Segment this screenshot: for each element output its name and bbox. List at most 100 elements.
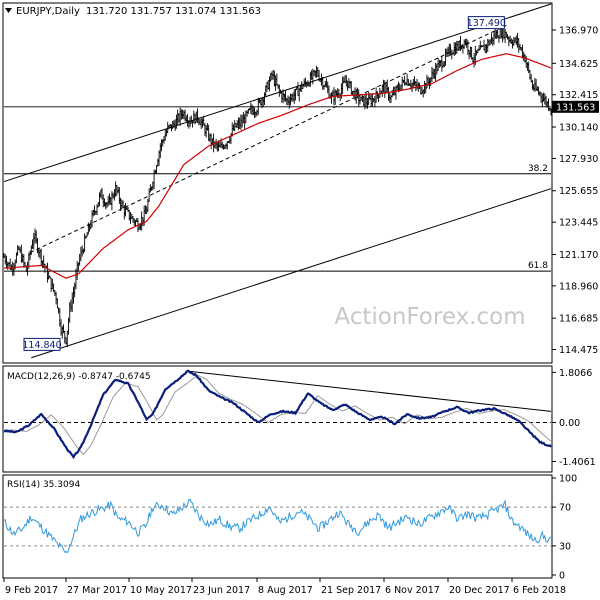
price-bar [291,92,295,102]
price-bar [485,44,488,54]
dropdown-arrow-icon [5,8,12,13]
price-bar [90,210,94,228]
price-bar [468,50,471,60]
channel-mid-dashed-line [29,24,507,254]
price-bar [375,87,378,103]
price-bar [479,40,482,50]
price-bar [105,202,109,208]
price-bar [267,79,270,90]
price-bar [83,233,86,252]
price-bar [370,94,373,108]
price-bar [453,42,456,57]
price-axis: 136.970 134.625 132.415 130.140 127.930 125.6… [552,25,599,356]
macd-title: MACD(12,26,9) -0.8747 -0.6745 [7,372,151,382]
price-callout-box [467,16,505,30]
fib-level-label: 61.8 [528,261,548,271]
price-bar [224,143,228,149]
price-bar [486,38,489,52]
price-bar [165,129,168,137]
price-bar [88,224,91,232]
macd-panel-frame [2,365,553,473]
price-bar [93,205,96,216]
price-bar [216,142,219,152]
price-bar [348,80,352,89]
price-bar [294,88,297,101]
price-bar [469,46,472,58]
time-axis-label: 27 Mar 2017 [67,585,127,596]
price-bar [515,35,518,46]
time-axis-label: 10 May 2017 [130,585,192,596]
macd-axis: 1.8066 0.00 -1.4061 [552,368,596,468]
macd-axis-label: 1.8066 [559,368,592,379]
price-bar [516,32,519,48]
current-price-box [552,100,599,113]
price-bar [414,80,417,92]
price-bar [335,90,338,96]
price-bar [130,213,133,220]
price-callout-label: 137.490 [467,18,506,29]
price-bar [487,39,491,47]
price-bar [425,74,429,89]
price-bar [121,200,125,209]
price-bar [441,61,445,68]
price-bar [250,104,254,116]
price-bar [149,184,152,193]
price-bar [531,79,534,90]
price-bar [491,37,494,46]
price-bar [159,143,162,159]
price-bar [472,53,476,68]
price-bar [463,39,466,49]
price-bar [237,117,240,130]
current-price-label: 131.563 [556,102,595,113]
price-bar [272,69,275,80]
price-bar [57,307,60,314]
price-bar [40,248,43,266]
price-bar [489,39,492,45]
price-bar [185,115,188,122]
price-bar [387,86,390,101]
time-axis-label: 21 Sep 2017 [321,585,381,596]
price-bar [455,40,458,54]
rsi-axis: 100 70 30 0 [552,474,577,582]
price-bar [186,114,189,127]
price-bar [308,82,311,88]
time-axis: 9 Feb 2017 27 Mar 2017 10 May 2017 23 Jun 2… [3,578,566,596]
price-bar [53,290,56,296]
price-bar [210,133,213,150]
price-bar [69,299,73,312]
price-bar [423,80,426,95]
price-bar [254,111,257,118]
price-bar [110,191,114,211]
price-bar [156,158,159,167]
price-axis-label: 130.140 [559,123,598,134]
price-bar [66,330,69,348]
price-bar [35,230,38,244]
price-bar [76,261,79,280]
price-bar [378,87,381,98]
price-bar [182,110,185,120]
price-bar [396,84,399,91]
price-bar [518,43,522,50]
price-bar [532,83,535,91]
price-bar [262,97,265,107]
price-bar [413,76,416,86]
price-bar [102,194,105,208]
price-bar [238,117,241,129]
price-bar [112,192,115,199]
price-bar [286,95,290,106]
price-bar [365,93,368,108]
price-bar [304,77,307,87]
price-bar [303,78,306,88]
rsi-title: RSI(14) 35.3094 [7,480,80,490]
price-bar [103,198,106,207]
price-bar [21,253,24,263]
time-axis-label: 9 Feb 2017 [5,585,58,596]
macd-axis-label: 0.00 [559,418,580,429]
channel-lower-line [31,188,552,359]
price-bar [278,84,281,97]
price-bar [191,120,194,128]
price-bar [371,93,374,107]
price-bar [79,247,83,262]
price-bar [33,228,37,244]
price-bar [507,36,510,47]
